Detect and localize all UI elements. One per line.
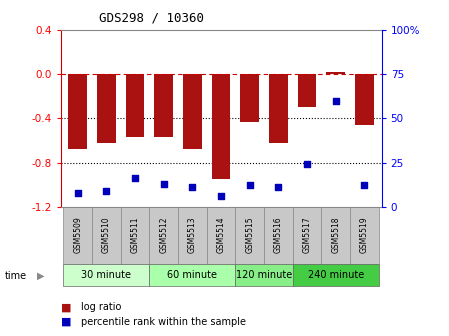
Point — [361, 183, 368, 188]
Bar — [293, 264, 379, 286]
Bar — [92, 207, 121, 264]
Text: log ratio: log ratio — [81, 302, 121, 312]
Text: GSM5513: GSM5513 — [188, 216, 197, 253]
Bar — [69, 74, 87, 149]
Bar — [235, 207, 264, 264]
Text: GSM5510: GSM5510 — [102, 216, 111, 253]
Bar — [63, 264, 150, 286]
Bar — [298, 74, 317, 108]
Bar — [154, 74, 173, 137]
Text: GSM5519: GSM5519 — [360, 216, 369, 253]
Bar — [150, 207, 178, 264]
Point — [217, 193, 224, 199]
Point — [189, 184, 196, 190]
Point — [275, 184, 282, 190]
Bar — [269, 74, 288, 143]
Text: ▶: ▶ — [37, 271, 45, 281]
Text: GSM5512: GSM5512 — [159, 216, 168, 253]
Bar — [121, 207, 150, 264]
Text: GSM5509: GSM5509 — [73, 216, 82, 253]
Bar — [212, 74, 230, 179]
Text: GSM5517: GSM5517 — [303, 216, 312, 253]
Text: percentile rank within the sample: percentile rank within the sample — [81, 317, 246, 327]
Bar — [178, 207, 207, 264]
Text: GSM5516: GSM5516 — [274, 216, 283, 253]
Point — [132, 176, 139, 181]
Bar — [350, 207, 379, 264]
Bar — [326, 72, 345, 74]
Point — [103, 188, 110, 194]
Text: 60 minute: 60 minute — [167, 270, 217, 280]
Bar — [183, 74, 202, 149]
Point — [160, 181, 167, 186]
Text: 30 minute: 30 minute — [81, 270, 132, 280]
Text: GDS298 / 10360: GDS298 / 10360 — [99, 12, 204, 25]
Bar — [235, 264, 293, 286]
Bar — [63, 207, 92, 264]
Text: GSM5514: GSM5514 — [216, 216, 226, 253]
Point — [246, 183, 253, 188]
Text: 240 minute: 240 minute — [308, 270, 364, 280]
Bar — [264, 207, 293, 264]
Text: GSM5511: GSM5511 — [131, 216, 140, 253]
Bar — [126, 74, 145, 137]
Point — [304, 162, 311, 167]
Text: ■: ■ — [61, 302, 71, 312]
Point — [332, 98, 339, 103]
Text: GSM5518: GSM5518 — [331, 216, 340, 253]
Bar — [321, 207, 350, 264]
Bar — [355, 74, 374, 125]
Text: GSM5515: GSM5515 — [245, 216, 254, 253]
Bar — [97, 74, 116, 143]
Text: ■: ■ — [61, 317, 71, 327]
Bar — [150, 264, 235, 286]
Bar — [293, 207, 321, 264]
Bar — [241, 74, 259, 122]
Bar — [207, 207, 235, 264]
Point — [74, 190, 81, 195]
Text: 120 minute: 120 minute — [236, 270, 292, 280]
Text: time: time — [4, 271, 26, 281]
